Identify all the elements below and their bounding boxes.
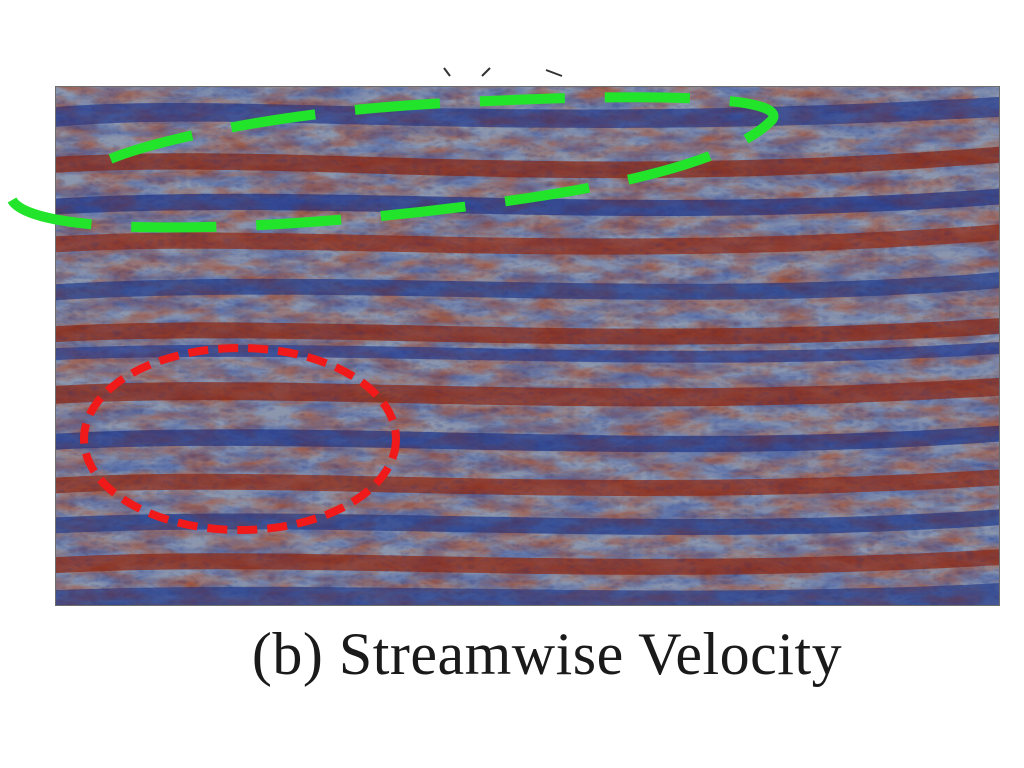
velocity-field xyxy=(56,87,999,605)
figure-caption: (b) Streamwise Velocity xyxy=(251,621,843,687)
cropped-top-marks xyxy=(443,67,563,77)
velocity-contour-plot xyxy=(55,86,1000,606)
